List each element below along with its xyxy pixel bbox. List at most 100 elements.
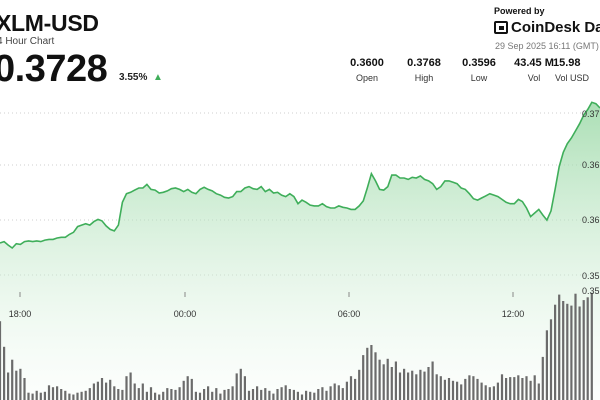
- volume-bar: [525, 376, 528, 400]
- volume-bar: [378, 359, 381, 400]
- volume-bar: [574, 293, 577, 400]
- x-tick-label: 00:00: [174, 309, 197, 319]
- volume-bar: [590, 292, 593, 400]
- volume-bar: [337, 385, 340, 400]
- volume-bar: [370, 345, 373, 400]
- volume-bar: [227, 389, 230, 400]
- volume-bar: [194, 391, 197, 400]
- volume-bar: [27, 392, 30, 400]
- volume-bar: [484, 385, 487, 400]
- volume-bar: [162, 391, 165, 400]
- volume-bar: [19, 368, 22, 400]
- stat-high-value: 0.3768: [407, 57, 441, 69]
- x-tick-label: 06:00: [338, 309, 361, 319]
- pair-title: XLM-USD: [0, 10, 99, 36]
- volume-bar: [411, 370, 414, 400]
- volume-bar: [149, 387, 153, 400]
- volume-bar: [460, 384, 463, 400]
- volume-bar: [447, 378, 451, 400]
- y-tick-label: 0.35: [582, 286, 600, 296]
- volume-bar: [215, 388, 218, 400]
- volume-bar: [419, 369, 422, 400]
- volume-bar: [60, 389, 63, 400]
- volume-bar: [398, 372, 402, 400]
- volume-bar: [117, 389, 120, 400]
- volume-bar: [231, 386, 234, 400]
- volume-bar: [296, 391, 299, 400]
- volume-bar: [100, 378, 104, 400]
- volume-bar: [456, 381, 459, 400]
- volume-bar: [272, 393, 275, 400]
- volume-bar: [386, 358, 389, 400]
- volume-bar: [468, 375, 471, 400]
- stat-low-label: Low: [470, 73, 488, 83]
- volume-bar: [582, 300, 585, 400]
- volume-bar: [321, 387, 324, 400]
- volume-bar: [566, 303, 569, 400]
- volume-bar: [7, 372, 10, 400]
- volume-bar: [390, 367, 393, 400]
- price-line: [0, 101, 600, 250]
- volume-bar: [56, 386, 59, 400]
- stat-open-label: Open: [355, 73, 379, 83]
- volume-bar: [15, 370, 18, 400]
- price-area: [0, 102, 600, 400]
- volume-bar: [549, 319, 553, 400]
- volume-bar: [500, 374, 504, 400]
- volume-bar: [174, 389, 177, 400]
- volume-bars: [0, 292, 593, 400]
- x-tick-label: 18:00: [9, 309, 32, 319]
- volume-bar: [415, 374, 418, 400]
- volume-bar: [558, 294, 561, 400]
- volume-bar: [219, 393, 222, 400]
- stat-volusd-label: Vol USD: [555, 73, 590, 83]
- volume-bar: [505, 378, 508, 400]
- volume-bar: [84, 390, 87, 400]
- volume-bar: [533, 375, 536, 400]
- volume-bar: [333, 383, 336, 400]
- volume-bar: [198, 392, 202, 400]
- x-axis-ticks: 18:00 00:00 06:00 12:00: [9, 292, 524, 319]
- volume-bar: [492, 386, 495, 400]
- volume-bar: [509, 377, 512, 400]
- y-tick-label: 0.36: [582, 215, 600, 225]
- volume-bar: [113, 386, 116, 400]
- volume-bar: [513, 377, 516, 400]
- price-change-percent: 3.55%: [119, 72, 148, 83]
- volume-bar: [488, 387, 491, 400]
- volume-bar: [11, 359, 14, 400]
- volume-bar: [517, 375, 520, 400]
- volume-bar: [251, 389, 255, 400]
- chart-subtitle: 4 Hour Chart: [0, 36, 55, 47]
- volume-bar: [170, 389, 173, 400]
- volume-bar: [382, 364, 385, 400]
- volume-bar: [186, 376, 189, 400]
- volume-bar: [239, 368, 242, 400]
- volume-bar: [394, 361, 397, 400]
- y-tick-label: 0.35: [582, 271, 600, 281]
- volume-bar: [276, 389, 279, 400]
- volume-bar: [88, 388, 91, 400]
- volume-bar: [284, 385, 287, 400]
- volume-bar: [427, 367, 430, 400]
- stat-vol-label: Vol: [527, 73, 541, 83]
- volume-bar: [145, 391, 148, 400]
- volume-bar: [472, 376, 475, 400]
- volume-bar: [39, 392, 42, 400]
- volume-bar: [31, 393, 34, 400]
- volume-bar: [92, 383, 95, 400]
- stat-volusd-value: 15.98: [553, 57, 581, 69]
- volume-bar: [480, 382, 483, 400]
- up-arrow-icon: ▲: [153, 72, 163, 83]
- timestamp: 29 Sep 2025 16:11 (GMT): [495, 41, 599, 51]
- coindesk-logo-icon: [494, 21, 508, 34]
- volume-bar: [570, 305, 573, 400]
- volume-bar: [545, 330, 548, 400]
- volume-bar: [207, 386, 210, 400]
- volume-bar: [23, 378, 26, 400]
- volume-bar: [203, 389, 206, 400]
- volume-bar: [309, 391, 312, 400]
- volume-bar: [329, 386, 332, 400]
- volume-bar: [464, 378, 467, 400]
- volume-bar: [325, 390, 328, 400]
